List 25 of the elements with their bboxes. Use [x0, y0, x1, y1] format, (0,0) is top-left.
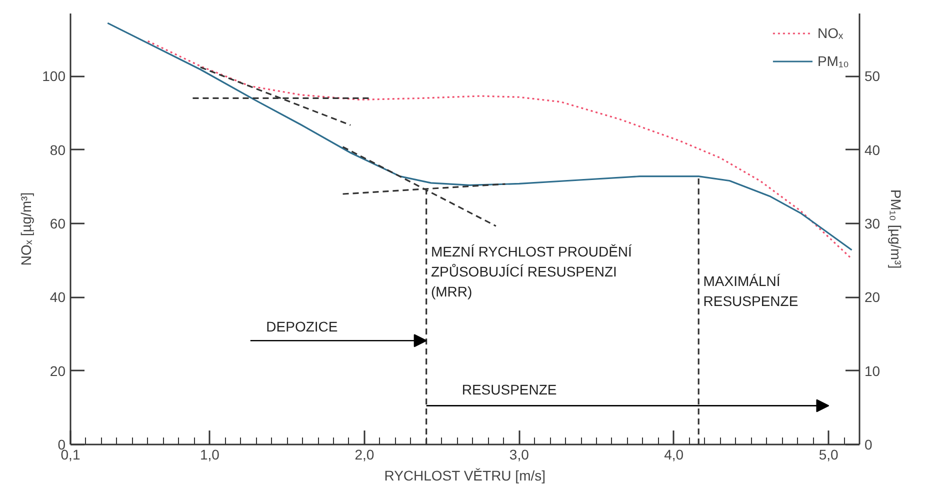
x-tick-label: 3,0: [509, 446, 530, 462]
y2-tick-label: 10: [864, 362, 880, 379]
y-tick-label: 60: [50, 215, 66, 232]
annotation: RESUSPENZE: [462, 382, 557, 398]
annotation: DEPOZICE: [266, 318, 338, 335]
x-tick-label: 2,0: [354, 446, 374, 462]
y2-tick-label: 0: [864, 436, 872, 452]
y-tick-label: 20: [50, 362, 66, 379]
x-axis-title: RYCHLOST VĚTRU [m/s]: [384, 468, 546, 484]
y2-axis-title: PM₁₀ [µg/m³]: [888, 189, 904, 269]
y2-tick-label: 50: [864, 68, 880, 84]
y-tick-label: 40: [50, 289, 66, 306]
x-tick-label: 4,0: [664, 446, 684, 462]
legend-label: NOₓ: [817, 25, 844, 41]
annotation: MAXIMÁLNÍ RESUSPENZE: [703, 273, 798, 310]
y2-tick-label: 20: [864, 289, 880, 306]
y-tick-label: 80: [50, 142, 66, 158]
x-tick-label: 1,0: [200, 446, 220, 462]
y2-tick-label: 30: [864, 215, 880, 232]
x-tick-label: 5,0: [818, 446, 839, 462]
y-axis-title: NOₓ [µg/m³]: [18, 192, 34, 266]
annotation: MEZNÍ RYCHLOST PROUDĚNÍ ZPŮSOBUJÍCÍ RESUSPENZI (MRR): [430, 244, 632, 300]
y-tick-label: 100: [42, 68, 66, 84]
y2-tick-label: 40: [864, 142, 880, 158]
legend-label: PM₁₀: [817, 53, 849, 69]
